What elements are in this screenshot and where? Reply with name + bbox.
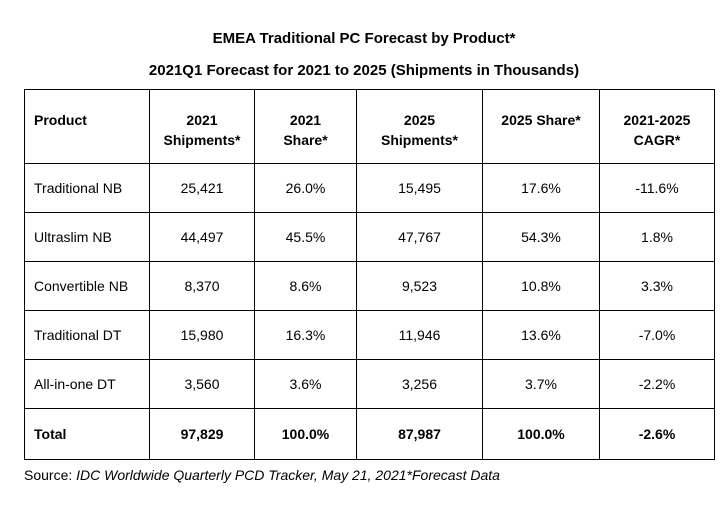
page-title: EMEA Traditional PC Forecast by Product* <box>212 30 516 47</box>
cell-2025-share: 3.7% <box>482 359 600 409</box>
cell-2025-shipments: 3,256 <box>356 359 483 409</box>
cell-product: Traditional DT <box>24 310 150 360</box>
cell-product: Convertible NB <box>24 261 150 311</box>
cell-2021-shipments: 25,421 <box>149 163 255 213</box>
cell-cagr: 3.3% <box>599 261 715 311</box>
cell-2021-share: 26.0% <box>254 163 357 213</box>
source-note: Source: IDC Worldwide Quarterly PCD Trac… <box>24 466 500 484</box>
table-total-row: Total 97,829 100.0% 87,987 100.0% -2.6% <box>24 408 715 460</box>
table-row: Convertible NB 8,370 8.6% 9,523 10.8% 3.… <box>24 261 715 311</box>
header-2025-share: 2025 Share* <box>482 89 600 164</box>
table-row: Traditional NB 25,421 26.0% 15,495 17.6%… <box>24 163 715 213</box>
page-subtitle: 2021Q1 Forecast for 2021 to 2025 (Shipme… <box>148 62 580 79</box>
cell-2021-share: 3.6% <box>254 359 357 409</box>
cell-cagr: -7.0% <box>599 310 715 360</box>
header-2021-shipments: 2021 Shipments* <box>149 89 255 164</box>
table-row: Traditional DT 15,980 16.3% 11,946 13.6%… <box>24 310 715 360</box>
cell-cagr: -11.6% <box>599 163 715 213</box>
table-row: All-in-one DT 3,560 3.6% 3,256 3.7% -2.2… <box>24 359 715 409</box>
header-product: Product <box>24 89 150 164</box>
cell-product: Total <box>24 408 150 460</box>
source-tracker: IDC Worldwide Quarterly PCD Tracker, May… <box>76 467 407 483</box>
cell-2021-shipments: 15,980 <box>149 310 255 360</box>
cell-2021-share: 8.6% <box>254 261 357 311</box>
cell-2021-shipments: 97,829 <box>149 408 255 460</box>
cell-2025-share: 10.8% <box>482 261 600 311</box>
cell-product: Ultraslim NB <box>24 212 150 262</box>
header-cagr: 2021-2025 CAGR* <box>599 89 715 164</box>
cell-cagr: -2.6% <box>599 408 715 460</box>
forecast-table: Product 2021 Shipments* 2021 Share* 2025… <box>24 89 715 460</box>
cell-2025-share: 100.0% <box>482 408 600 460</box>
cell-2021-shipments: 8,370 <box>149 261 255 311</box>
header-2025-shipments: 2025 Shipments* <box>356 89 483 164</box>
cell-2025-shipments: 9,523 <box>356 261 483 311</box>
cell-2025-share: 54.3% <box>482 212 600 262</box>
cell-2021-shipments: 44,497 <box>149 212 255 262</box>
cell-2025-shipments: 15,495 <box>356 163 483 213</box>
cell-2025-shipments: 11,946 <box>356 310 483 360</box>
table-header-row: Product 2021 Shipments* 2021 Share* 2025… <box>24 89 715 164</box>
cell-cagr: 1.8% <box>599 212 715 262</box>
cell-2025-shipments: 87,987 <box>356 408 483 460</box>
cell-2021-share: 45.5% <box>254 212 357 262</box>
cell-product: All-in-one DT <box>24 359 150 409</box>
cell-2025-shipments: 47,767 <box>356 212 483 262</box>
source-prefix: Source: <box>24 467 77 483</box>
table-row: Ultraslim NB 44,497 45.5% 47,767 54.3% 1… <box>24 212 715 262</box>
cell-2021-share: 16.3% <box>254 310 357 360</box>
source-forecast-note: *Forecast Data <box>406 467 500 483</box>
cell-cagr: -2.2% <box>599 359 715 409</box>
cell-2025-share: 17.6% <box>482 163 600 213</box>
cell-product: Traditional NB <box>24 163 150 213</box>
cell-2021-share: 100.0% <box>254 408 357 460</box>
header-2021-share: 2021 Share* <box>254 89 357 164</box>
cell-2021-shipments: 3,560 <box>149 359 255 409</box>
cell-2025-share: 13.6% <box>482 310 600 360</box>
